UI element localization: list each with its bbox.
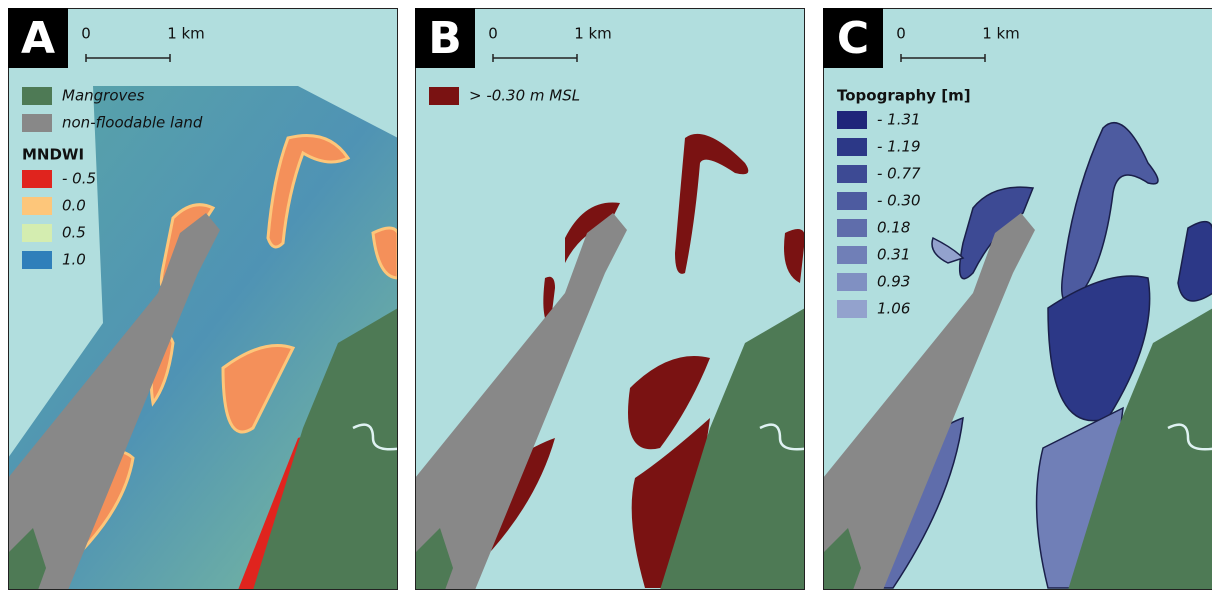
legend-swatch <box>837 165 867 183</box>
legend-label: 0.5 <box>62 224 86 242</box>
legend-label: non-floodable land <box>62 114 203 132</box>
legend-title: MNDWI <box>22 146 84 164</box>
legend-label: - 0.5 <box>62 170 96 188</box>
legend-swatch <box>22 197 52 215</box>
legend-swatch <box>837 273 867 291</box>
legend-swatch <box>22 251 52 269</box>
legend-swatch <box>22 224 52 242</box>
scale-start: 0 <box>81 25 91 43</box>
scale-end: 1 km <box>167 25 205 43</box>
panel-c: C 0 1 km Topography [m] - 1.31 - 1.19 - 0.77 - … <box>823 8 1212 590</box>
legend-swatch <box>837 219 867 237</box>
legend-label: - 0.30 <box>877 192 921 210</box>
panel-letter: A <box>21 13 55 64</box>
legend-label: - 1.31 <box>877 111 921 129</box>
figure: A 0 1 km Mangroves non-floodable land MNDWI - … <box>0 0 1212 590</box>
legend-label: 0.31 <box>877 246 910 264</box>
scale-start: 0 <box>488 25 498 43</box>
legend-label: Mangroves <box>62 87 145 105</box>
legend-label: 1.0 <box>62 251 86 269</box>
panel-letter: B <box>428 13 462 64</box>
page: {"panels": [ {"letter": "A", "scalebar":… <box>0 0 1212 590</box>
legend-swatch <box>837 300 867 318</box>
legend-label: 1.06 <box>877 300 910 318</box>
legend-swatch <box>429 87 459 105</box>
panel-b: B 0 1 km > -0.30 m MSL <box>415 8 810 590</box>
legend-swatch <box>22 87 52 105</box>
legend-swatch <box>837 138 867 156</box>
legend-swatch <box>837 111 867 129</box>
panel-a: A 0 1 km Mangroves non-floodable land MNDWI - … <box>8 8 403 590</box>
legend-title: Topography [m] <box>837 87 971 105</box>
scale-start: 0 <box>896 25 906 43</box>
legend-label: 0.93 <box>877 273 910 291</box>
legend-label: - 1.19 <box>877 138 921 156</box>
panel-letter: C <box>837 13 869 64</box>
legend-swatch <box>837 192 867 210</box>
legend-label: > -0.30 m MSL <box>469 87 580 105</box>
legend-label: 0.0 <box>62 197 86 215</box>
legend-swatch <box>22 114 52 132</box>
scale-end: 1 km <box>982 25 1020 43</box>
scale-end: 1 km <box>574 25 612 43</box>
legend-swatch <box>22 170 52 188</box>
legend-swatch <box>837 246 867 264</box>
legend-label: 0.18 <box>877 219 910 237</box>
legend-label: - 0.77 <box>877 165 921 183</box>
